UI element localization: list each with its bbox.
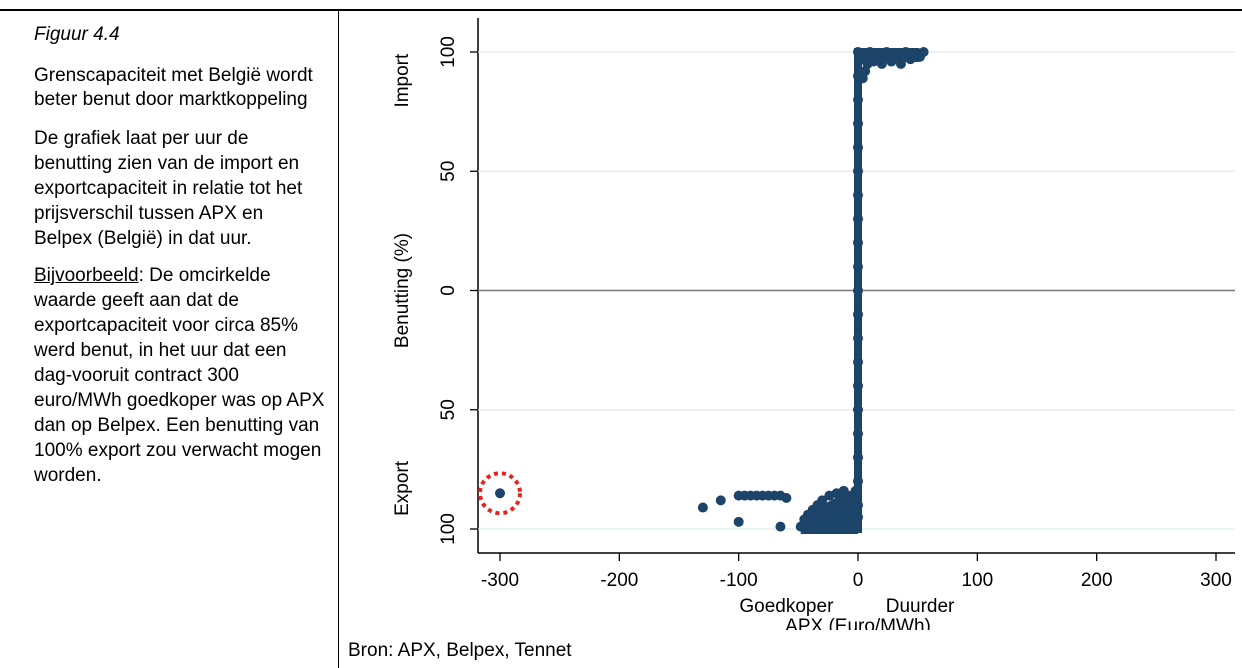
data-point [853, 476, 863, 487]
data-point [900, 47, 911, 57]
x-tick-label: -300 [481, 570, 519, 591]
data-point [841, 507, 852, 518]
data-point [775, 521, 786, 532]
data-point [853, 142, 863, 153]
data-point [860, 66, 871, 77]
data-point [843, 490, 854, 501]
data-point [814, 512, 825, 523]
data-point [715, 495, 726, 506]
y-tick-label: 100 [438, 36, 459, 68]
x-annotation-pricier: Duurder [886, 596, 955, 617]
data-point [853, 237, 863, 248]
y-group-label-export: Export [392, 460, 413, 516]
data-point [853, 357, 863, 368]
x-annotation-cheaper: Goedkoper [739, 596, 834, 617]
example-lead: Bijvoorbeeld [34, 265, 139, 286]
data-point [853, 94, 863, 105]
figure-description: De grafiek laat per uur de benutting zie… [34, 128, 303, 249]
data-point [853, 404, 863, 415]
panel-divider [338, 9, 339, 668]
data-point [853, 190, 863, 201]
scatter-chart: 100 50 0 50 100 -300 -200 -100 0 100 200 300 Benutti… [392, 18, 1235, 630]
data-point [876, 58, 887, 69]
data-point [853, 261, 863, 272]
data-point [853, 213, 863, 224]
y-tick-label: 50 [438, 161, 459, 182]
data-point [853, 380, 863, 391]
data-point [829, 500, 840, 511]
x-tick-label: 200 [1081, 570, 1113, 591]
data-point [823, 524, 834, 534]
data-point [853, 452, 863, 463]
data-point [821, 504, 832, 515]
data-point [853, 166, 863, 177]
data-point [853, 500, 863, 511]
data-point [826, 512, 837, 523]
x-tick-label: 100 [961, 570, 993, 591]
x-tick-label: -100 [720, 570, 758, 591]
data-point [836, 495, 847, 506]
data-point [817, 495, 828, 506]
x-axis-title: APX (Euro/MWh) [785, 616, 931, 630]
figure-title: Grenscapaciteit met België wordt beter b… [34, 65, 313, 110]
data-point [853, 428, 863, 439]
data-point [853, 309, 863, 320]
data-point [853, 285, 863, 296]
data-point [835, 524, 846, 534]
data-point [895, 58, 906, 69]
data-point [881, 47, 892, 57]
data-point [495, 488, 505, 499]
side-panel: Figuur 4.4 Grenscapaciteit met België wo… [34, 24, 326, 500]
data-point [853, 333, 863, 344]
data-point [886, 56, 897, 67]
data-point [697, 502, 708, 513]
data-point [850, 485, 861, 496]
data-point [781, 492, 792, 503]
data-point [872, 49, 883, 60]
data-point [847, 524, 858, 534]
x-tick-label: 0 [853, 570, 864, 591]
x-tick-label: 300 [1200, 570, 1232, 591]
data-point [733, 516, 744, 527]
y-tick-label: 100 [438, 513, 459, 545]
data-point [891, 49, 902, 60]
y-tick-label: 50 [438, 399, 459, 420]
figure-label: Figuur 4.4 [34, 24, 120, 45]
y-group-label-import: Import [392, 53, 413, 108]
highlight-circle [478, 471, 522, 516]
y-axis-title: Benutting (%) [392, 233, 413, 348]
example-text: : De omcirkelde waarde geeft aan dat de … [34, 265, 325, 486]
x-tick-label: -200 [600, 570, 638, 591]
data-point [853, 118, 863, 129]
data-point [805, 524, 816, 534]
data-point [918, 47, 929, 57]
data-point [853, 512, 863, 523]
y-tick-label: 0 [438, 285, 459, 296]
top-rule [0, 9, 1242, 11]
source-note: Bron: APX, Belpex, Tennet [348, 640, 572, 661]
example-paragraph: Bijvoorbeeld: De omcirkelde waarde geeft… [34, 263, 326, 488]
